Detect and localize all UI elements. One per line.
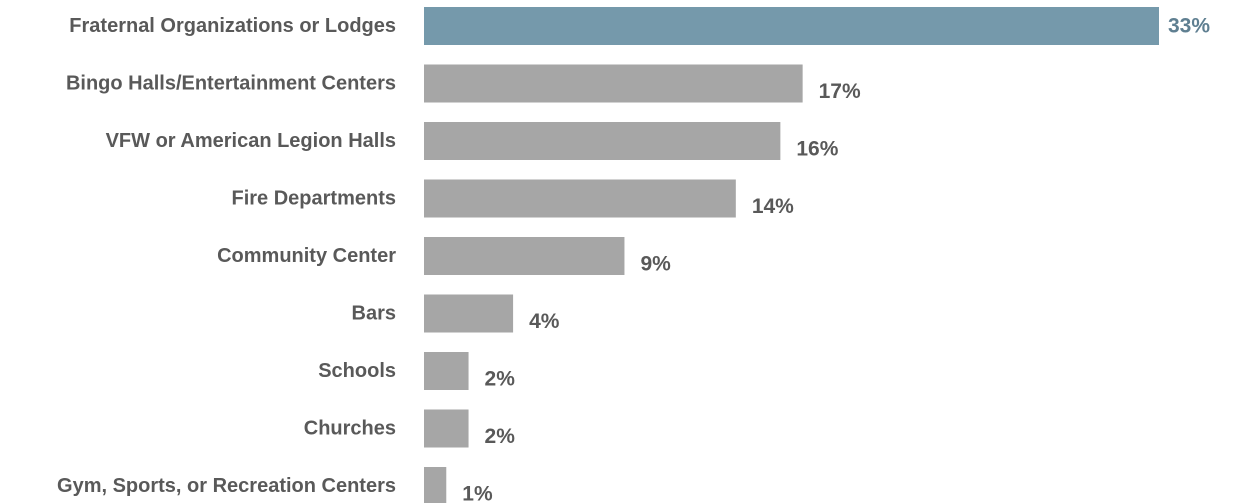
bar-bingo-halls-entertainment-centers [424,64,803,103]
value-label-vfw-or-american-legion-halls: 16% [796,138,838,161]
bar-vfw-or-american-legion-halls [424,122,781,160]
bar-fraternal-organizations-or-lodges [424,7,1159,45]
value-label-bingo-halls-entertainment-centers: 17% [819,80,861,103]
bar-community-center [424,237,625,275]
bars [424,7,1159,503]
category-label-fire-departments: Fire Departments [232,188,397,210]
category-label-vfw-or-american-legion-halls: VFW or American Legion Halls [106,130,396,152]
category-label-fraternal-organizations-or-lodges: Fraternal Organizations or Lodges [69,15,396,37]
value-label-community-center: 9% [640,253,671,276]
bar-fire-departments [424,179,736,218]
value-label-churches: 2% [485,425,516,448]
category-label-community-center: Community Center [217,245,396,267]
bar-churches [424,409,469,448]
category-labels: Fraternal Organizations or Lodges Bingo H… [57,15,396,497]
value-label-fraternal-organizations-or-lodges: 33% [1168,15,1210,38]
category-label-gym-sports-or-recreation-centers: Gym, Sports, or Recreation Centers [57,475,396,497]
category-label-bingo-halls-entertainment-centers: Bingo Halls/Entertainment Centers [66,73,396,95]
bar-schools [424,352,469,390]
category-label-bars: Bars [352,303,396,325]
value-label-fire-departments: 14% [752,195,794,218]
value-label-bars: 4% [529,310,560,333]
value-label-gym-sports-or-recreation-centers: 1% [462,483,493,503]
bar-bars [424,294,514,333]
category-label-schools: Schools [318,360,396,382]
value-label-schools: 2% [485,368,516,391]
value-labels: 33% 17% 16% 14% 9% 4% 2% 2% 1% [462,15,1210,503]
category-label-churches: Churches [304,418,396,440]
bar-gym-sports-or-recreation-centers [424,467,447,503]
